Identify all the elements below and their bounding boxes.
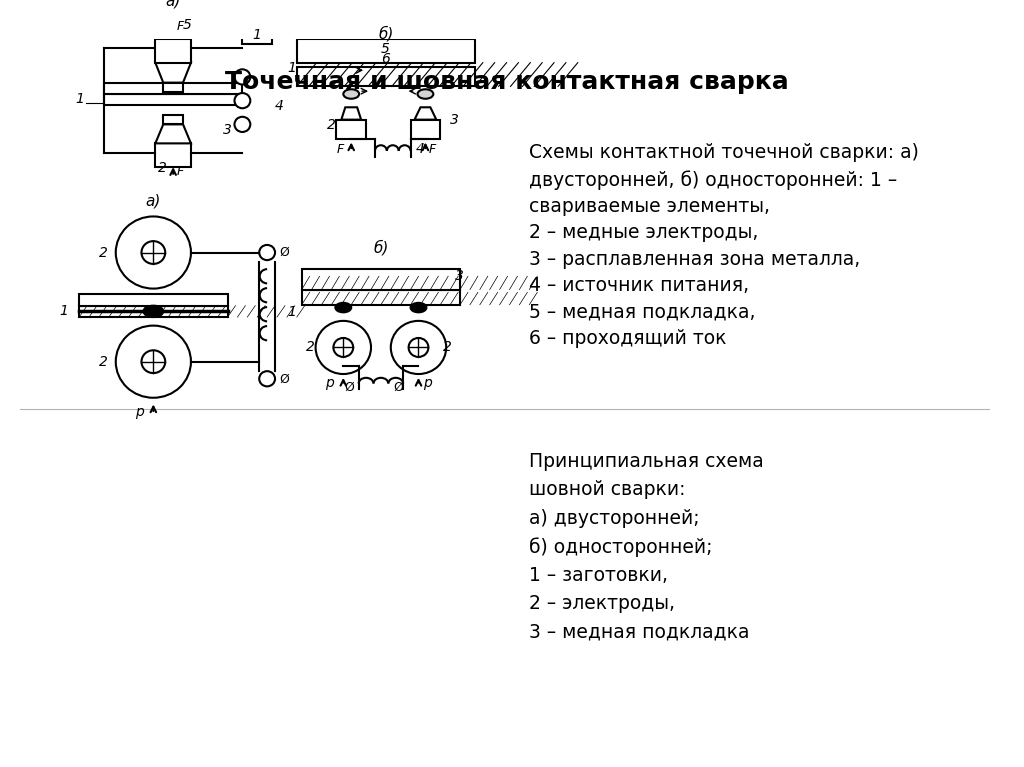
Polygon shape [156,39,190,63]
Text: Схемы контактной точечной сварки: а): Схемы контактной точечной сварки: а) [529,143,920,163]
Text: 3 – медная подкладка: 3 – медная подкладка [529,623,750,642]
Bar [103,94,243,105]
Text: 3 – расплавленная зона металла,: 3 – расплавленная зона металла, [529,250,860,268]
Bar [297,67,475,87]
Text: б) односторонней;: б) односторонней; [529,538,713,557]
Circle shape [259,371,275,387]
Text: 2: 2 [99,245,108,259]
Text: F: F [336,143,344,156]
Bar [79,306,227,317]
Text: F: F [177,166,184,179]
Ellipse shape [336,303,351,312]
Ellipse shape [343,89,359,99]
Text: 4: 4 [416,142,424,156]
Text: Ø: Ø [394,380,403,393]
Circle shape [234,93,250,108]
Ellipse shape [163,89,183,103]
Polygon shape [163,83,183,92]
Bar [302,268,460,290]
Circle shape [315,321,371,374]
Text: 2 – электроды,: 2 – электроды, [529,594,675,614]
Polygon shape [156,63,190,83]
Text: 2: 2 [159,161,167,175]
Text: F: F [428,143,435,156]
Bar [103,83,243,94]
Text: 2: 2 [327,118,336,132]
Text: 2: 2 [443,341,453,354]
Text: свариваемые элементы,: свариваемые элементы, [529,196,770,216]
Ellipse shape [143,306,163,317]
Bar [243,0,272,44]
Polygon shape [156,143,190,167]
Text: а): а) [145,193,161,208]
Text: F: F [177,20,184,33]
Text: р: р [326,377,334,390]
Text: Ø: Ø [344,380,354,393]
Text: Точечная и шовная контактная сварка: Точечная и шовная контактная сварка [224,70,788,94]
Bar [302,290,460,304]
Circle shape [391,321,446,374]
Bar [297,39,475,63]
Circle shape [259,245,275,260]
Polygon shape [341,107,361,120]
Text: 1: 1 [252,28,261,42]
Polygon shape [336,120,366,139]
Text: 3: 3 [455,269,464,283]
Polygon shape [156,124,190,143]
Circle shape [141,241,165,264]
Text: 6: 6 [381,51,390,66]
Circle shape [234,69,250,84]
Text: б): б) [373,240,388,255]
Text: 6 – проходящий ток: 6 – проходящий ток [529,329,727,348]
Text: Ø: Ø [279,246,289,259]
Text: 1: 1 [287,305,296,319]
Circle shape [334,338,353,357]
Ellipse shape [411,303,426,312]
Polygon shape [163,115,183,124]
Text: а): а) [166,0,181,8]
Circle shape [116,326,190,398]
Text: 2: 2 [99,354,108,369]
Text: р: р [135,405,144,419]
Text: 3: 3 [451,114,459,127]
Text: 4 – источник питания,: 4 – источник питания, [529,276,750,295]
Text: 2: 2 [306,341,314,354]
Text: 1: 1 [287,61,296,75]
Text: 2 – медные электроды,: 2 – медные электроды, [529,223,759,242]
Text: 5: 5 [381,42,390,56]
Bar [79,295,227,306]
Ellipse shape [418,89,433,99]
Text: р: р [424,377,432,390]
Text: 5 – медная подкладка,: 5 – медная подкладка, [529,303,756,322]
Text: Ø: Ø [279,372,289,385]
Text: б): б) [378,26,393,42]
Text: шовной сварки:: шовной сварки: [529,480,686,499]
Text: а) двусторонней;: а) двусторонней; [529,509,700,528]
Circle shape [409,338,428,357]
Circle shape [234,117,250,132]
Text: 1: 1 [75,91,84,106]
Text: Принципиальная схема: Принципиальная схема [529,452,764,471]
Text: 1: 1 [59,304,69,318]
Circle shape [141,351,165,373]
Polygon shape [411,120,440,139]
Text: 1 – заготовки,: 1 – заготовки, [529,566,669,584]
Text: 4: 4 [275,99,284,114]
Text: 5: 5 [183,18,191,32]
Circle shape [116,216,190,288]
Text: двусторонней, б) односторонней: 1 –: двусторонней, б) односторонней: 1 – [529,170,897,189]
Text: 3: 3 [222,123,231,137]
Polygon shape [415,107,436,120]
